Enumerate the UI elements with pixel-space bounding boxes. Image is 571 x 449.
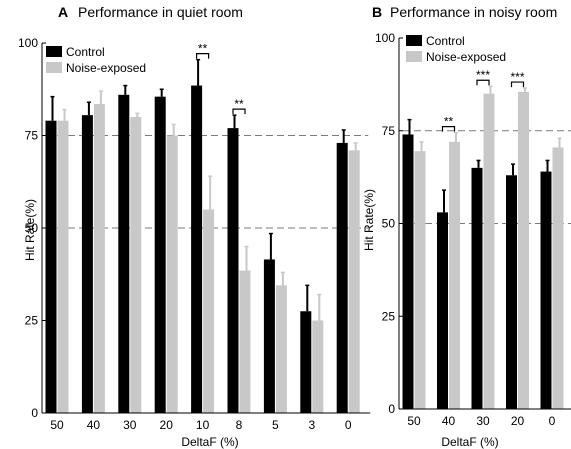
b-xtick-label-4: 0 bbox=[549, 414, 556, 428]
a-bar-noise-0 bbox=[57, 120, 69, 413]
b-xtick-label-2: 30 bbox=[476, 414, 490, 428]
a-bar-control-1 bbox=[81, 115, 93, 414]
b-bar-noise-3 bbox=[518, 91, 529, 410]
b-ytick-label-100: 100 bbox=[375, 31, 395, 45]
panel-a-title: Performance in quiet room bbox=[78, 4, 243, 20]
b-xtick-label-1: 40 bbox=[442, 414, 456, 428]
panel-a-ylabel: Hit Rate(%) bbox=[23, 199, 37, 261]
a-xtick-label-3: 20 bbox=[160, 418, 174, 432]
panel-b-xlabel: DeltaF (%) bbox=[441, 435, 498, 449]
a-bar-noise-4 bbox=[203, 209, 215, 413]
b-legend-swatch-control bbox=[406, 35, 422, 46]
b-bar-control-1 bbox=[437, 212, 448, 409]
b-ytick-label-0: 0 bbox=[388, 402, 395, 416]
a-bar-control-4 bbox=[191, 85, 203, 414]
a-bar-control-6 bbox=[263, 259, 275, 413]
b-significance-label-1: *** bbox=[476, 68, 490, 82]
a-xtick-label-8: 0 bbox=[345, 418, 352, 432]
b-ytick-label-50: 50 bbox=[382, 217, 396, 231]
panel-b-title: Performance in noisy room bbox=[390, 4, 557, 20]
a-bar-noise-3 bbox=[166, 135, 178, 413]
b-ytick-label-75: 75 bbox=[382, 124, 396, 138]
a-ytick-label-25: 25 bbox=[25, 314, 39, 328]
b-bar-control-4 bbox=[540, 171, 552, 409]
a-bar-noise-6 bbox=[275, 285, 287, 413]
panel-b-label: B bbox=[372, 4, 382, 20]
b-xtick-label-3: 20 bbox=[511, 414, 525, 428]
b-bar-noise-0 bbox=[414, 151, 426, 409]
b-bar-control-3 bbox=[506, 175, 517, 409]
a-legend-swatch-noise bbox=[46, 62, 62, 73]
b-significance-bracket-2 bbox=[510, 81, 525, 88]
b-xtick-label-0: 50 bbox=[407, 414, 421, 428]
a-xtick-label-5: 8 bbox=[236, 418, 243, 432]
b-bar-noise-1 bbox=[449, 141, 460, 409]
a-significance-bracket-0 bbox=[196, 53, 210, 59]
a-xtick-label-0: 50 bbox=[50, 418, 64, 432]
a-ytick-label-50: 50 bbox=[25, 221, 39, 235]
a-bar-control-7 bbox=[300, 311, 312, 413]
a-ytick-label-0: 0 bbox=[31, 406, 38, 420]
a-legend-label-control: Control bbox=[66, 45, 105, 59]
a-bar-noise-8 bbox=[348, 150, 360, 414]
a-significance-bracket-1 bbox=[232, 108, 246, 115]
a-significance-label-0: ** bbox=[198, 42, 208, 56]
a-xtick-label-1: 40 bbox=[87, 418, 101, 432]
b-legend-label-control: Control bbox=[426, 34, 465, 48]
panel-a-xlabel: DeltaF (%) bbox=[181, 435, 238, 449]
b-bar-noise-2 bbox=[483, 93, 495, 410]
a-ytick-label-100: 100 bbox=[18, 36, 38, 50]
b-significance-bracket-0 bbox=[441, 126, 456, 132]
a-bar-control-5 bbox=[227, 128, 239, 413]
b-ytick-label-25: 25 bbox=[382, 309, 396, 323]
a-bar-control-0 bbox=[45, 120, 57, 413]
b-bar-noise-4 bbox=[552, 147, 564, 409]
a-bar-control-8 bbox=[336, 142, 348, 413]
a-legend-swatch-control bbox=[46, 46, 62, 57]
b-significance-label-0: ** bbox=[444, 115, 454, 129]
a-bar-noise-2 bbox=[130, 117, 142, 413]
a-legend-label-noise: Noise-exposed bbox=[66, 61, 146, 75]
b-legend-label-noise: Noise-exposed bbox=[426, 50, 506, 64]
a-bar-noise-7 bbox=[312, 320, 324, 413]
b-significance-label-2: *** bbox=[510, 70, 524, 84]
b-legend-swatch-noise bbox=[406, 51, 422, 62]
a-bar-noise-5 bbox=[239, 270, 251, 413]
b-bar-control-0 bbox=[402, 134, 414, 409]
a-xtick-label-7: 3 bbox=[308, 418, 315, 432]
a-ytick-label-75: 75 bbox=[25, 129, 39, 143]
a-xtick-label-6: 5 bbox=[272, 418, 279, 432]
a-xtick-label-4: 10 bbox=[196, 418, 210, 432]
a-bar-noise-1 bbox=[93, 104, 105, 414]
a-significance-label-1: ** bbox=[234, 97, 244, 111]
panel-b-ylabel: Hit Rate(%) bbox=[362, 189, 376, 251]
b-bar-control-2 bbox=[471, 167, 483, 409]
a-bar-control-3 bbox=[154, 96, 166, 414]
a-xtick-label-2: 30 bbox=[123, 418, 137, 432]
panel-a-label: A bbox=[58, 4, 68, 20]
b-significance-bracket-1 bbox=[476, 79, 490, 86]
a-bar-control-2 bbox=[118, 94, 130, 414]
